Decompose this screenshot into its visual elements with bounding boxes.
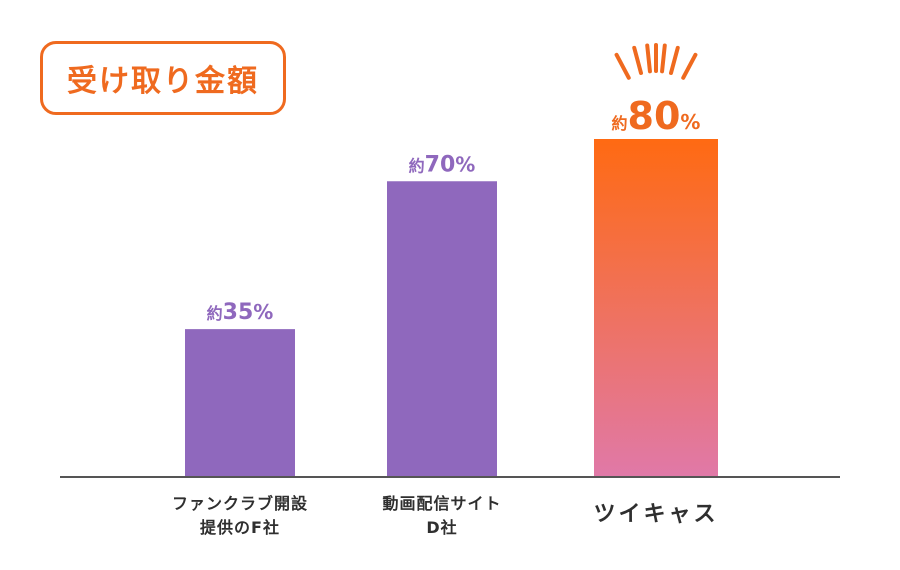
burst-ray	[645, 43, 652, 74]
highlight-burst-icon	[614, 43, 698, 80]
bar-3	[594, 139, 718, 477]
burst-ray	[681, 52, 698, 80]
category-label-line: ファンクラブ開設	[171, 494, 308, 513]
data-label-3: 約80%	[612, 94, 701, 138]
category-label-3: ツイキャス	[556, 503, 756, 527]
category-label-2: 動画配信サイト D社	[342, 492, 542, 540]
bar-2	[387, 181, 497, 477]
category-label-line: 提供のF社	[200, 518, 280, 537]
burst-ray	[614, 52, 631, 80]
category-label-line: 動画配信サイト	[382, 494, 502, 513]
burst-ray	[669, 45, 680, 75]
category-label-line: ツイキャス	[593, 502, 719, 527]
category-label-line: D社	[426, 518, 458, 537]
bar-1	[185, 329, 295, 477]
burst-ray	[660, 43, 667, 74]
category-label-1: ファンクラブ開設 提供のF社	[140, 492, 340, 540]
chart-title: 受け取り金額	[40, 41, 286, 115]
data-label-1: 約35%	[207, 300, 274, 325]
data-label-2: 約70%	[409, 152, 476, 177]
burst-ray	[632, 45, 643, 75]
